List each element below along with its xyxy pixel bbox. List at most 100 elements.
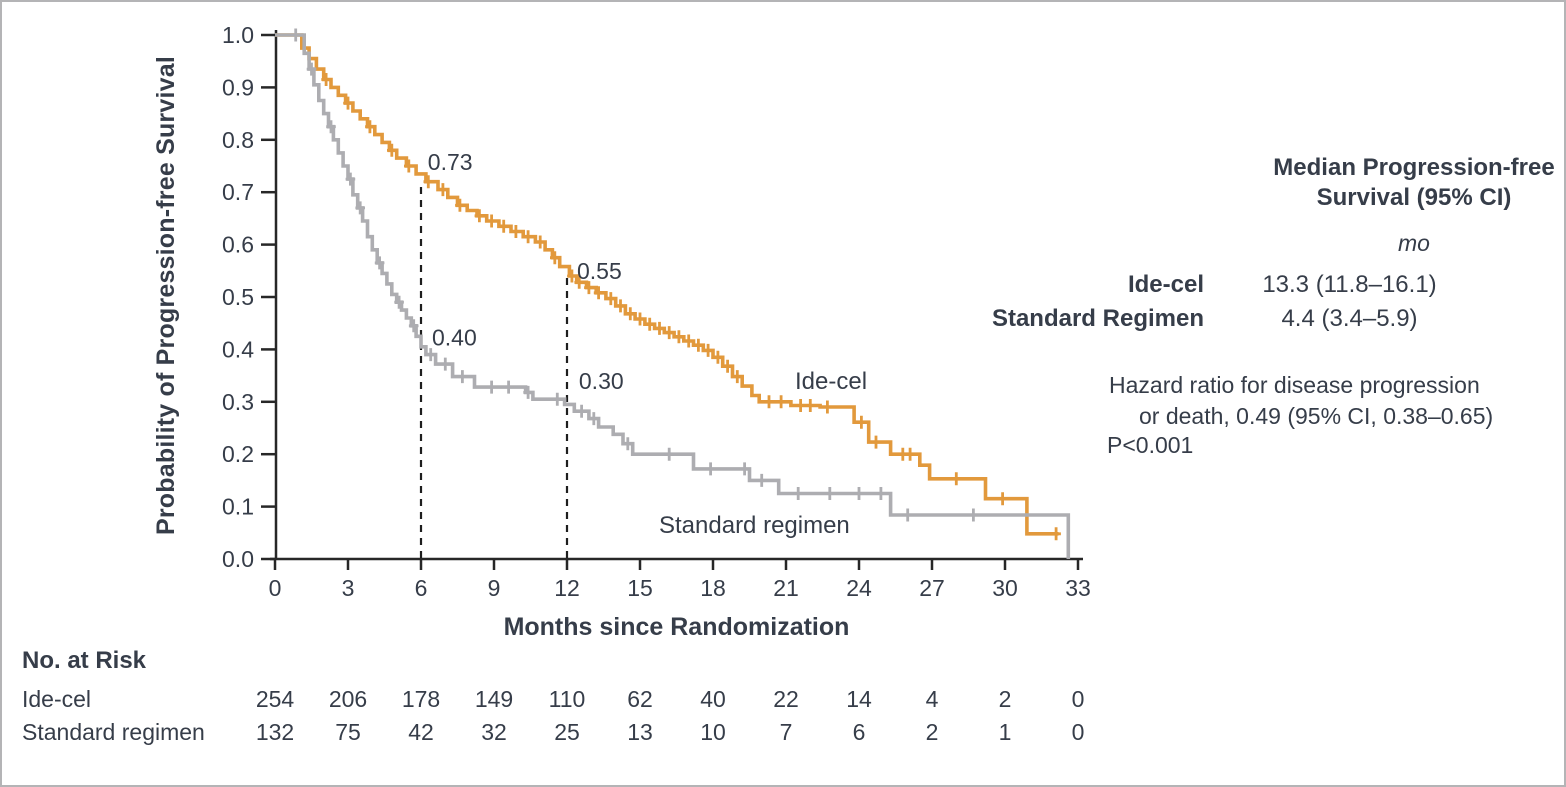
- censor-mark: [552, 392, 563, 406]
- censor-mark: [674, 330, 684, 344]
- y-axis-title: Probability of Progression-free Survival: [152, 56, 180, 535]
- censor-mark: [997, 492, 1008, 506]
- censor-mark: [705, 462, 716, 476]
- hazard-ratio-line2: or death, 0.49 (95% CI, 0.38–0.65): [1139, 403, 1494, 429]
- annotation-ide-cel: Ide-cel: [795, 368, 867, 395]
- annotation-0.73: 0.73: [428, 149, 473, 175]
- censor-mark: [644, 317, 655, 331]
- censor-mark: [606, 292, 616, 306]
- censor-mark: [576, 404, 587, 418]
- censor-mark: [635, 312, 645, 326]
- annotation-standard-regimen: Standard regimen: [659, 512, 850, 539]
- censor-mark: [871, 435, 881, 449]
- censor-mark: [574, 275, 584, 289]
- x-tick-label: 9: [488, 575, 501, 601]
- censor-mark: [535, 235, 545, 249]
- x-tick-label: 24: [846, 575, 872, 601]
- censor-mark: [623, 437, 633, 451]
- x-tick-label: 30: [992, 575, 1018, 601]
- censor-mark: [511, 225, 521, 238]
- annotation-0.55: 0.55: [577, 258, 622, 284]
- censor-marks-standard-regimen: [290, 28, 979, 522]
- censor-mark: [876, 487, 886, 500]
- stats-row-value-standard: 4.4 (3.4–5.9): [1281, 305, 1418, 332]
- censor-mark: [394, 295, 404, 309]
- risk-value: 4: [925, 686, 939, 712]
- risk-value: 62: [627, 686, 653, 712]
- risk-value: 2: [998, 686, 1012, 712]
- censor-mark: [902, 508, 913, 522]
- censor-mark: [822, 400, 833, 414]
- x-tick-label: 0: [269, 575, 282, 601]
- axes: 1.0 0.9 0.8 0.7 0.6 0.5 0.4 0.3 0.2 0.1 0.0 0 3 6 9 12 1…: [222, 22, 1091, 601]
- x-tick-label: 18: [700, 575, 726, 601]
- censor-mark: [503, 380, 514, 394]
- risk-value: 32: [481, 719, 507, 745]
- censor-mark: [764, 395, 774, 409]
- y-tick-label: 0.1: [222, 494, 254, 520]
- risk-value: 1: [998, 719, 1012, 745]
- x-tick-label: 3: [342, 575, 355, 601]
- stats-row-value-ide-cel: 13.3 (11.8–16.1): [1262, 271, 1437, 298]
- hazard-ratio-line1: Hazard ratio for disease progression: [1109, 372, 1480, 398]
- risk-value: 0: [1071, 686, 1085, 712]
- risk-value: 40: [700, 686, 726, 712]
- y-tick-label: 0.9: [222, 74, 254, 100]
- censor-mark: [905, 447, 915, 461]
- censor-mark: [404, 159, 414, 173]
- stats-row-label-standard: Standard Regimen: [991, 305, 1204, 332]
- censor-mark: [1051, 527, 1061, 541]
- censor-mark: [387, 143, 397, 157]
- risk-value: 75: [335, 719, 361, 745]
- censor-mark: [321, 73, 331, 86]
- censor-mark: [951, 472, 962, 486]
- censor-mark: [343, 96, 353, 110]
- censor-mark: [498, 219, 509, 233]
- x-tick-label: 12: [554, 575, 580, 601]
- annotation-0.30: 0.30: [579, 368, 624, 394]
- censor-mark: [854, 487, 864, 500]
- y-tick-label: 0.8: [222, 127, 254, 153]
- risk-row-standard-regimen: Standard regimen 132 75 42 32 25 13 10 7 6 2 1 0: [2, 719, 1564, 747]
- y-tick-label: 0.7: [222, 179, 254, 205]
- censor-mark: [365, 120, 375, 134]
- risk-value: 206: [328, 686, 368, 712]
- censor-mark: [290, 28, 301, 42]
- censor-mark: [693, 338, 704, 352]
- censor-mark: [438, 183, 448, 197]
- risk-row-label: Standard regimen: [22, 719, 205, 745]
- censor-mark: [355, 201, 365, 215]
- hazard-ratio-note: Hazard ratio for disease progression or …: [1109, 370, 1493, 432]
- censor-mark: [345, 172, 356, 186]
- risk-value: 22: [773, 686, 799, 712]
- censor-mark: [523, 230, 533, 244]
- risk-value: 178: [401, 686, 441, 712]
- censor-mark: [374, 256, 385, 270]
- y-tick-label: 0.3: [222, 389, 254, 415]
- median-pfs-header-line1: Median Progression-free: [1273, 154, 1555, 181]
- censor-mark: [423, 175, 434, 189]
- annotation-0.40: 0.40: [432, 325, 477, 351]
- censor-mark: [523, 385, 533, 399]
- risk-value: 6: [852, 719, 866, 745]
- median-pfs-header-line2: Survival (95% CI): [1316, 184, 1512, 211]
- risk-value: 14: [846, 686, 872, 712]
- censor-mark: [739, 462, 750, 476]
- censor-mark: [968, 508, 979, 522]
- risk-value: 110: [548, 686, 586, 712]
- censor-mark: [683, 334, 694, 348]
- y-tick-label: 0.2: [222, 441, 254, 467]
- x-axis-title: Months since Randomization: [503, 613, 850, 641]
- x-tick-label: 15: [627, 575, 653, 601]
- censor-mark: [795, 399, 806, 412]
- censor-mark: [654, 321, 665, 335]
- x-tick-label: 33: [1065, 575, 1091, 601]
- y-tick-label: 1.0: [222, 22, 254, 48]
- risk-value: 2: [925, 719, 939, 745]
- censor-mark: [776, 395, 786, 409]
- censor-mark: [722, 359, 733, 373]
- median-pfs-unit: mo: [1398, 230, 1430, 256]
- censor-mark: [793, 487, 803, 500]
